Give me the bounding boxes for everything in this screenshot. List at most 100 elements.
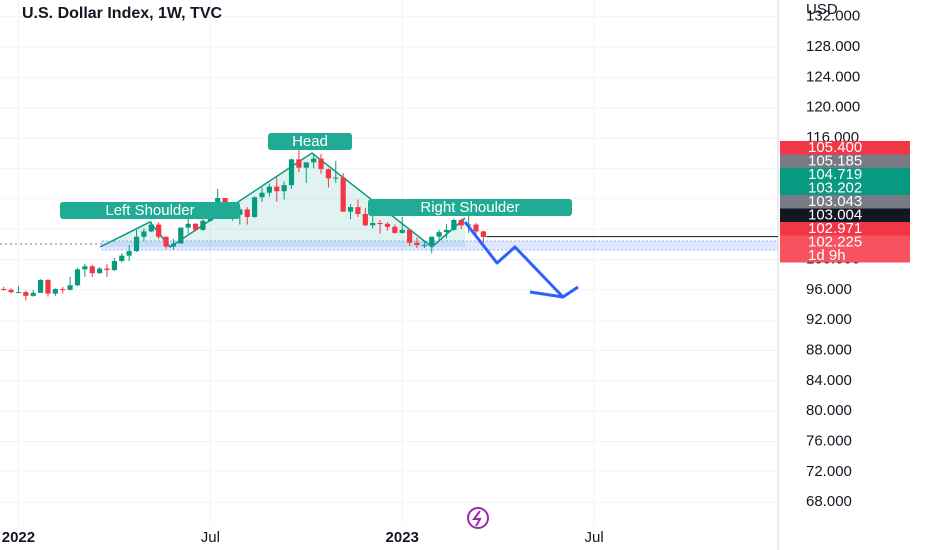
- price-tag: [780, 154, 910, 168]
- candle-body: [384, 223, 391, 227]
- candle-body: [362, 213, 368, 226]
- candle-body: [443, 229, 450, 233]
- candle-body: [148, 224, 154, 232]
- y-tick-label: 132.000: [806, 8, 860, 25]
- price-axis: [778, 0, 932, 550]
- annotation: Left Shoulder: [105, 202, 194, 219]
- candle-body: [23, 292, 29, 296]
- candle-body: [15, 292, 22, 294]
- candle-body: [67, 285, 73, 290]
- candle-body: [97, 268, 103, 274]
- y-tick-label: 84.000: [806, 372, 852, 389]
- candles: [1, 147, 486, 301]
- x-tick-label: Jul: [584, 529, 603, 546]
- price-tag-label: 105.185: [808, 152, 862, 169]
- countdown: 1d 9h: [808, 247, 846, 264]
- price-tag-label: 103.004: [808, 206, 862, 223]
- candle-body: [163, 236, 169, 247]
- candle-body: [30, 292, 36, 296]
- candle-body: [311, 158, 317, 163]
- annotation-box: [268, 133, 352, 150]
- candle-body: [1, 289, 7, 291]
- candle-body: [451, 220, 457, 230]
- candle-body: [133, 236, 140, 252]
- candle-body: [156, 224, 162, 237]
- candle-body: [340, 177, 346, 212]
- annotation-box: [60, 202, 240, 219]
- candle-body: [303, 162, 309, 168]
- price-tag: [780, 222, 910, 236]
- candle-body: [406, 229, 413, 243]
- candle-body: [244, 209, 250, 217]
- price-tag: [780, 181, 910, 195]
- pattern-line: [99, 152, 466, 249]
- y-tick-label: 76.000: [806, 433, 852, 450]
- candle-body: [74, 269, 81, 286]
- projection-arrow: [463, 221, 579, 299]
- y-tick-label: 88.000: [806, 341, 852, 358]
- candle-body: [480, 231, 486, 237]
- countdown-tag: [780, 249, 910, 263]
- candle-body: [436, 232, 442, 237]
- arrow-head: [529, 290, 564, 299]
- y-tick-label: 72.000: [806, 463, 852, 480]
- price-tag-label: 102.971: [808, 220, 862, 237]
- candle-body: [192, 223, 199, 230]
- price-tag: [780, 168, 910, 182]
- candle-body: [355, 207, 361, 214]
- y-tick-label: 92.000: [806, 311, 852, 328]
- price-tag: [780, 235, 910, 249]
- y-tick-label: 80.000: [806, 402, 852, 419]
- currency: USD: [806, 1, 838, 18]
- candle-body: [8, 289, 14, 293]
- candle-body: [82, 266, 88, 270]
- candle-body: [45, 279, 51, 294]
- candle-body: [325, 169, 332, 179]
- candle-body: [111, 260, 117, 271]
- candle-body: [89, 266, 95, 274]
- x-tick-label: 2023: [386, 529, 419, 546]
- candle-body: [141, 231, 147, 237]
- y-tick-label: 120.000: [806, 99, 860, 116]
- candle-body: [458, 220, 464, 226]
- candle-body: [200, 220, 206, 230]
- candle-body: [52, 289, 58, 294]
- x-tick-label: 2022: [2, 529, 35, 546]
- candle-body: [185, 223, 191, 228]
- y-tick-label: 124.000: [806, 68, 860, 85]
- candle-body: [126, 251, 132, 256]
- candle-body: [318, 158, 324, 170]
- grid: [0, 0, 778, 525]
- y-tick-label: 128.000: [806, 38, 860, 55]
- candle-body: [399, 229, 405, 233]
- chart-title: U.S. Dollar Index, 1W, TVC: [22, 5, 222, 22]
- candle-body: [252, 197, 258, 217]
- candle-body: [266, 186, 272, 193]
- candle-body: [370, 223, 376, 226]
- candle-body: [60, 289, 66, 291]
- price-tag: [780, 141, 910, 155]
- candle-body: [170, 243, 177, 247]
- price-tag-label: 103.202: [808, 179, 862, 196]
- candle-body: [421, 245, 427, 247]
- candle-body: [414, 242, 420, 246]
- logo: [467, 507, 489, 529]
- candle-body: [178, 227, 184, 244]
- candle-body: [104, 268, 110, 271]
- candle-body: [119, 255, 125, 261]
- candle-body: [347, 207, 354, 212]
- candle-body: [333, 177, 339, 179]
- price-tag-label: 104.719: [808, 166, 862, 183]
- candle-body: [288, 159, 295, 186]
- candle-body: [377, 223, 383, 225]
- price-tag-label: 105.400: [808, 139, 862, 156]
- x-tick-label: Jul: [201, 529, 220, 546]
- y-tick-label: 68.000: [806, 493, 852, 510]
- price-tag: [780, 208, 910, 222]
- candle-body: [274, 186, 280, 192]
- candle-body: [473, 224, 479, 232]
- candle-body: [296, 159, 302, 168]
- y-tick-label: 96.000: [806, 281, 852, 298]
